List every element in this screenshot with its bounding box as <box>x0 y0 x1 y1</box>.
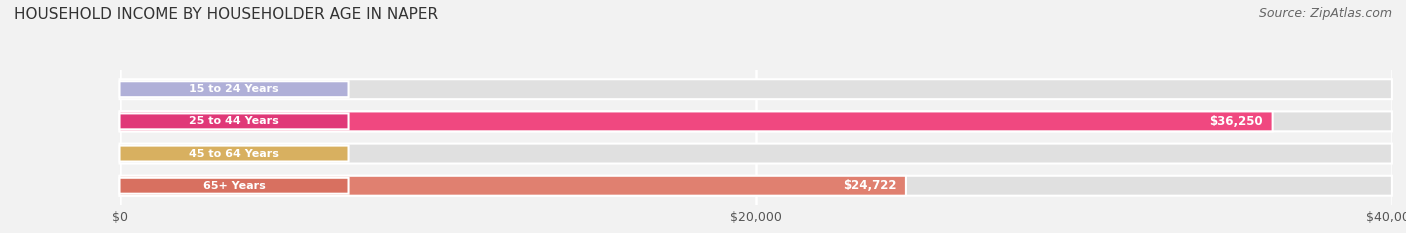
Text: 15 to 24 Years: 15 to 24 Years <box>190 84 278 94</box>
FancyBboxPatch shape <box>120 176 1392 196</box>
FancyBboxPatch shape <box>120 178 349 194</box>
Text: $24,722: $24,722 <box>842 179 897 192</box>
FancyBboxPatch shape <box>120 79 1392 99</box>
FancyBboxPatch shape <box>120 113 349 129</box>
FancyBboxPatch shape <box>120 146 349 161</box>
Text: 45 to 64 Years: 45 to 64 Years <box>188 149 278 159</box>
Text: 65+ Years: 65+ Years <box>202 181 266 191</box>
Text: $36,250: $36,250 <box>1209 115 1263 128</box>
FancyBboxPatch shape <box>120 176 905 196</box>
FancyBboxPatch shape <box>120 144 1392 164</box>
Text: 25 to 44 Years: 25 to 44 Years <box>190 116 278 126</box>
Text: $0: $0 <box>142 83 156 96</box>
FancyBboxPatch shape <box>120 81 349 97</box>
Text: HOUSEHOLD INCOME BY HOUSEHOLDER AGE IN NAPER: HOUSEHOLD INCOME BY HOUSEHOLDER AGE IN N… <box>14 7 439 22</box>
FancyBboxPatch shape <box>120 111 1392 131</box>
FancyBboxPatch shape <box>120 111 1272 131</box>
Text: Source: ZipAtlas.com: Source: ZipAtlas.com <box>1258 7 1392 20</box>
Text: $0: $0 <box>142 147 156 160</box>
